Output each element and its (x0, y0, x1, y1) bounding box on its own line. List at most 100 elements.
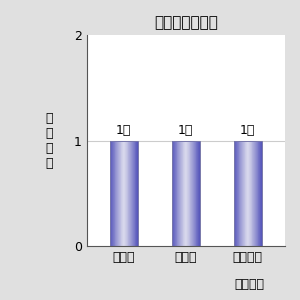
Bar (135, 141, 136, 246)
Bar (122, 141, 123, 246)
Bar (110, 141, 138, 246)
Bar (238, 141, 239, 246)
Bar (128, 141, 129, 246)
Bar (186, 141, 187, 246)
Bar (234, 141, 235, 246)
Bar (121, 141, 122, 246)
Bar (111, 141, 112, 246)
Bar (193, 141, 194, 246)
Bar (198, 141, 199, 246)
Bar (128, 141, 129, 246)
Bar (179, 141, 180, 246)
Text: 1人: 1人 (240, 124, 256, 136)
Bar (123, 141, 124, 246)
Bar (172, 141, 200, 246)
Bar (131, 141, 132, 246)
Bar (250, 141, 251, 246)
Bar (237, 141, 238, 246)
Bar (129, 141, 130, 246)
Bar (197, 141, 198, 246)
Bar (183, 141, 184, 246)
Bar (134, 141, 135, 246)
Bar (126, 141, 127, 246)
Bar (193, 141, 194, 246)
Bar (129, 141, 130, 246)
Bar (136, 141, 137, 246)
Bar (199, 141, 200, 246)
Bar (175, 141, 176, 246)
Bar (133, 141, 134, 246)
Bar (246, 141, 247, 246)
Bar (261, 141, 262, 246)
Text: 1人: 1人 (178, 124, 194, 136)
Bar (110, 141, 111, 246)
Bar (239, 141, 240, 246)
Bar (176, 141, 177, 246)
Bar (196, 141, 197, 246)
Bar (250, 141, 251, 246)
Bar (241, 141, 242, 246)
Bar (258, 141, 259, 246)
Bar (114, 141, 115, 246)
Bar (195, 141, 196, 246)
Bar (194, 141, 195, 246)
Bar (119, 141, 120, 246)
Bar (124, 141, 125, 246)
Bar (132, 141, 133, 246)
Bar (191, 141, 192, 246)
Bar (182, 141, 183, 246)
Bar (137, 141, 138, 246)
Bar (187, 141, 188, 246)
Bar (249, 141, 250, 246)
Bar (245, 141, 246, 246)
Y-axis label: 延
べ
人
数: 延 べ 人 数 (45, 112, 52, 170)
Bar (118, 141, 119, 246)
Bar (260, 141, 261, 246)
Bar (259, 141, 260, 246)
Bar (241, 141, 242, 246)
Bar (257, 141, 258, 246)
Bar (198, 141, 199, 246)
Bar (256, 141, 257, 246)
Bar (177, 141, 178, 246)
Bar (251, 141, 252, 246)
Bar (123, 141, 124, 246)
Bar (192, 141, 193, 246)
Bar (255, 141, 256, 246)
Title: ジャナル指の向: ジャナル指の向 (154, 15, 218, 30)
Bar (185, 141, 186, 246)
Bar (134, 141, 135, 246)
Bar (248, 141, 249, 246)
Bar (130, 141, 131, 246)
Bar (256, 141, 257, 246)
Bar (115, 141, 116, 246)
Bar (177, 141, 178, 246)
Bar (125, 141, 126, 246)
Bar (235, 141, 236, 246)
Bar (239, 141, 240, 246)
Bar (173, 141, 174, 246)
Bar (120, 141, 121, 246)
Bar (188, 141, 189, 246)
Bar (199, 141, 200, 246)
Bar (244, 141, 245, 246)
Bar (240, 141, 241, 246)
Bar (247, 141, 248, 246)
Bar (234, 141, 262, 246)
Bar (251, 141, 252, 246)
Bar (244, 141, 245, 246)
Bar (240, 141, 241, 246)
Bar (117, 141, 118, 246)
Bar (236, 141, 237, 246)
Bar (242, 141, 243, 246)
Bar (254, 141, 255, 246)
Bar (184, 141, 185, 246)
Bar (112, 141, 113, 246)
Text: 1人: 1人 (116, 124, 131, 136)
Bar (252, 141, 253, 246)
Bar (116, 141, 117, 246)
Bar (135, 141, 136, 246)
Bar (190, 141, 191, 246)
Bar (113, 141, 114, 246)
Bar (127, 141, 128, 246)
